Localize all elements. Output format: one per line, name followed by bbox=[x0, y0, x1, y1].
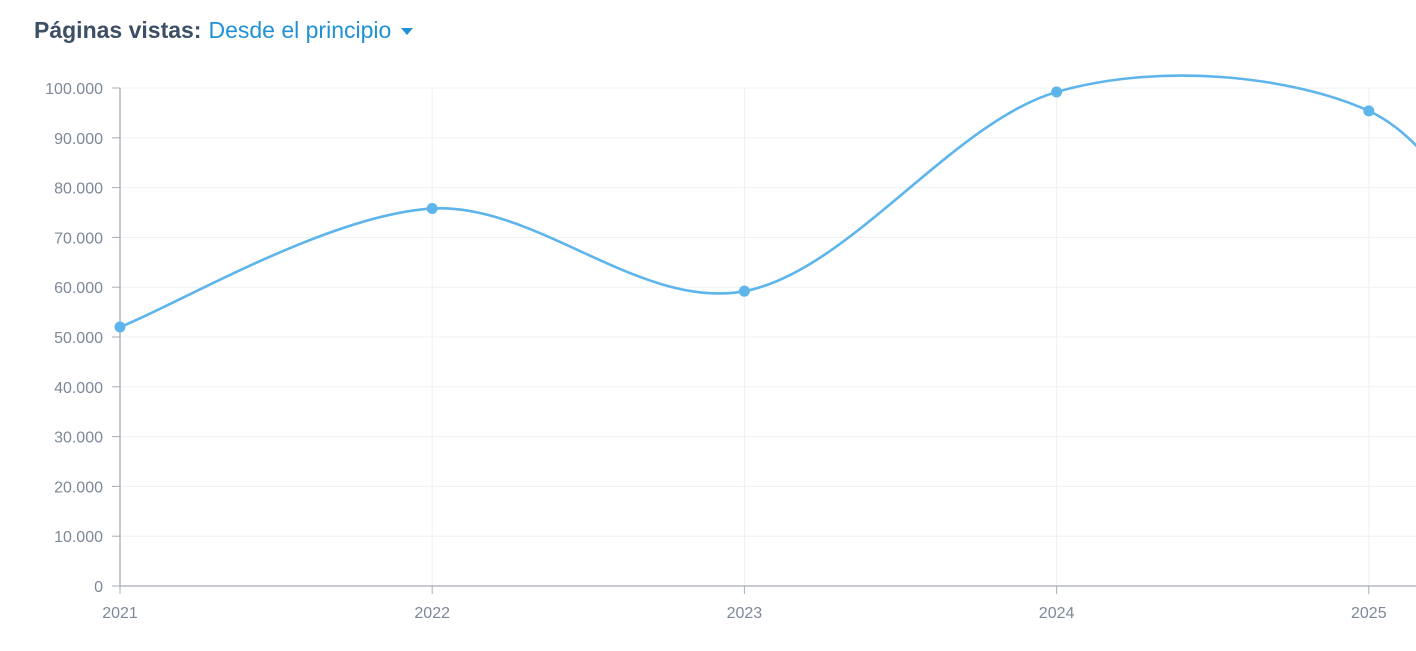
series-layer bbox=[114, 74, 1416, 333]
y-tick-label: 30.000 bbox=[54, 430, 103, 447]
y-tick-label: 100.000 bbox=[45, 81, 103, 98]
data-point[interactable] bbox=[1363, 105, 1375, 117]
y-tick-label: 20.000 bbox=[54, 479, 103, 496]
y-tick-label: 60.000 bbox=[54, 280, 103, 297]
y-tick-label: 80.000 bbox=[54, 181, 103, 198]
chevron-down-icon bbox=[401, 27, 414, 35]
data-point[interactable] bbox=[738, 285, 750, 297]
grid-lines bbox=[120, 87, 1416, 586]
y-tick-label: 10.000 bbox=[54, 529, 103, 546]
y-tick-label: 0 bbox=[94, 579, 103, 596]
chart-header: Páginas vistas: Desde el principio bbox=[34, 14, 414, 46]
data-point[interactable] bbox=[1051, 86, 1063, 98]
y-tick-label: 40.000 bbox=[54, 380, 103, 397]
series-line bbox=[119, 74, 1416, 329]
time-range-dropdown[interactable]: Desde el principio bbox=[208, 16, 414, 44]
y-tick-label: 50.000 bbox=[54, 330, 103, 347]
x-tick-label: 2025 bbox=[1351, 605, 1387, 622]
metric-label: Páginas vistas: bbox=[34, 16, 202, 43]
axes bbox=[112, 87, 1416, 594]
x-tick-label: 2021 bbox=[102, 605, 138, 622]
tick-labels: 0 10.000 20.000 30.000 40.000 50.000 60.000 70.… bbox=[45, 81, 1387, 622]
time-range-value: Desde el principio bbox=[208, 16, 392, 43]
data-point[interactable] bbox=[426, 203, 438, 215]
y-tick-label: 70.000 bbox=[54, 230, 103, 247]
x-tick-label: 2022 bbox=[414, 605, 450, 622]
y-tick-label: 90.000 bbox=[54, 131, 103, 148]
data-point[interactable] bbox=[114, 321, 126, 333]
x-tick-label: 2024 bbox=[1039, 605, 1075, 622]
x-tick-label: 2023 bbox=[727, 605, 763, 622]
